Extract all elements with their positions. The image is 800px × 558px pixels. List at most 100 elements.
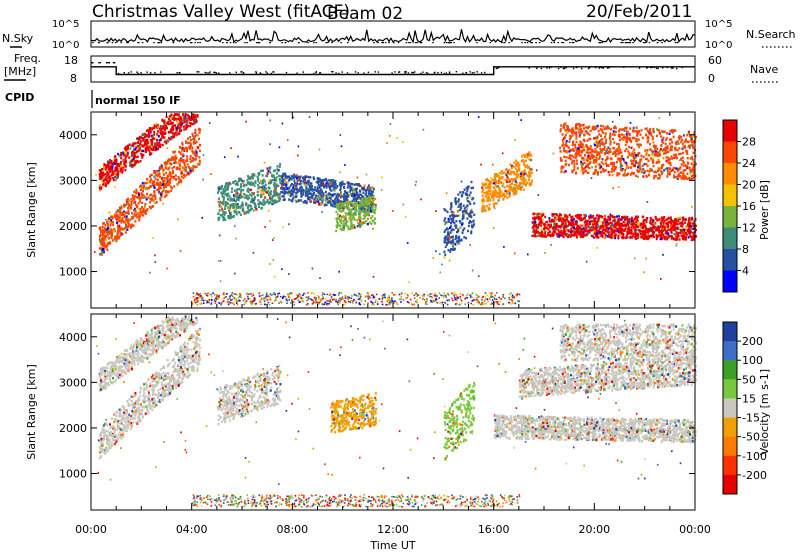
range-cell	[197, 134, 199, 136]
range-cell	[345, 212, 347, 214]
range-cell	[370, 217, 372, 219]
range-cell	[613, 141, 615, 143]
range-cell	[541, 228, 543, 230]
range-cell	[497, 185, 499, 187]
range-cell	[271, 175, 273, 177]
range-cell	[308, 180, 310, 182]
range-cell	[654, 227, 656, 229]
range-cell	[317, 186, 319, 188]
range-cell	[260, 180, 262, 182]
range-cell	[452, 248, 454, 250]
range-cell	[632, 219, 634, 221]
nave-point	[573, 68, 574, 69]
range-cell	[134, 162, 136, 164]
range-cell	[238, 180, 240, 182]
nsky-trace	[91, 29, 695, 43]
range-cell	[612, 138, 614, 140]
nave-tick-top: 60	[708, 54, 722, 67]
range-cell	[282, 188, 284, 190]
range-cell	[249, 193, 251, 195]
range-cell	[663, 220, 665, 222]
range-cell	[334, 202, 336, 204]
range-cell	[373, 219, 375, 221]
range-cell	[549, 220, 551, 222]
range-cell	[133, 202, 135, 204]
range-cell	[176, 120, 178, 122]
range-cell	[638, 229, 640, 231]
range-cell	[130, 198, 132, 200]
range-cell	[363, 197, 365, 199]
range-cell	[482, 207, 484, 209]
range-cell	[625, 237, 627, 239]
range-cell	[443, 251, 445, 253]
range-cell	[308, 176, 310, 178]
range-cell	[669, 218, 671, 220]
range-cell	[534, 216, 536, 218]
range-cell	[291, 200, 293, 202]
range-cell	[472, 197, 474, 199]
range-cell	[233, 205, 235, 207]
range-cell	[175, 167, 177, 169]
range-cell	[168, 191, 170, 193]
nave-point	[581, 68, 582, 69]
nave-point	[595, 67, 596, 68]
range-cell	[260, 170, 262, 172]
range-cell	[222, 193, 224, 195]
range-cell	[579, 225, 581, 227]
range-cell	[532, 213, 534, 215]
range-cell	[688, 229, 690, 231]
range-cell	[451, 228, 453, 230]
nave-point	[536, 68, 537, 69]
range-cell	[147, 140, 149, 142]
range-cell	[186, 155, 188, 157]
range-cell	[582, 218, 584, 220]
range-cell	[320, 193, 322, 195]
range-cell	[646, 233, 648, 235]
nsearch-label: N.Search	[746, 28, 796, 41]
range-cell	[523, 176, 525, 178]
range-cell	[619, 219, 621, 221]
nsearch-point	[622, 42, 624, 43]
range-cell	[524, 169, 526, 171]
range-cell	[150, 179, 152, 181]
range-cell	[643, 230, 645, 232]
range-cell	[488, 190, 490, 192]
range-cell	[260, 194, 262, 196]
nave-point	[107, 62, 108, 63]
range-cell	[616, 215, 618, 217]
nave-point	[656, 68, 657, 69]
range-cell	[604, 215, 606, 217]
nsearch-point	[508, 42, 510, 43]
range-cell	[155, 178, 157, 180]
nsearch-point	[222, 42, 224, 43]
nave-point	[420, 73, 421, 74]
range-cell	[515, 160, 517, 162]
range-cell	[364, 200, 366, 202]
range-cell	[510, 164, 512, 166]
range-cell	[485, 182, 487, 184]
range-cell	[132, 194, 134, 196]
range-cell	[688, 236, 690, 238]
range-cell	[158, 135, 160, 137]
range-cell	[563, 228, 565, 230]
range-cell	[594, 230, 596, 232]
nave-point	[128, 72, 129, 73]
range-cell	[450, 202, 452, 204]
range-cell	[661, 232, 663, 234]
range-cell	[523, 183, 525, 185]
range-cell	[280, 187, 282, 189]
range-cell	[679, 232, 681, 234]
range-cell	[261, 182, 263, 184]
range-cell	[362, 204, 364, 206]
range-cell	[309, 199, 311, 201]
range-cell	[99, 187, 101, 189]
range-cell	[138, 137, 140, 139]
range-cell	[574, 233, 576, 235]
range-cell	[521, 160, 523, 162]
nave-point	[265, 71, 266, 72]
range-cell	[240, 183, 242, 185]
nave-point	[198, 71, 199, 72]
range-cell	[189, 125, 191, 127]
range-cell	[494, 202, 496, 204]
range-cell	[254, 196, 256, 198]
